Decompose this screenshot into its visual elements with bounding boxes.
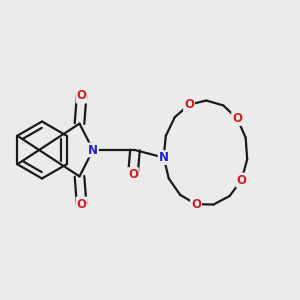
Text: N: N <box>159 151 169 164</box>
Text: O: O <box>191 198 201 211</box>
Text: O: O <box>76 197 87 211</box>
Text: O: O <box>128 168 138 181</box>
Text: O: O <box>232 112 242 125</box>
Text: O: O <box>76 89 87 103</box>
Text: O: O <box>184 98 194 111</box>
Text: N: N <box>88 143 98 157</box>
Text: O: O <box>236 173 247 187</box>
